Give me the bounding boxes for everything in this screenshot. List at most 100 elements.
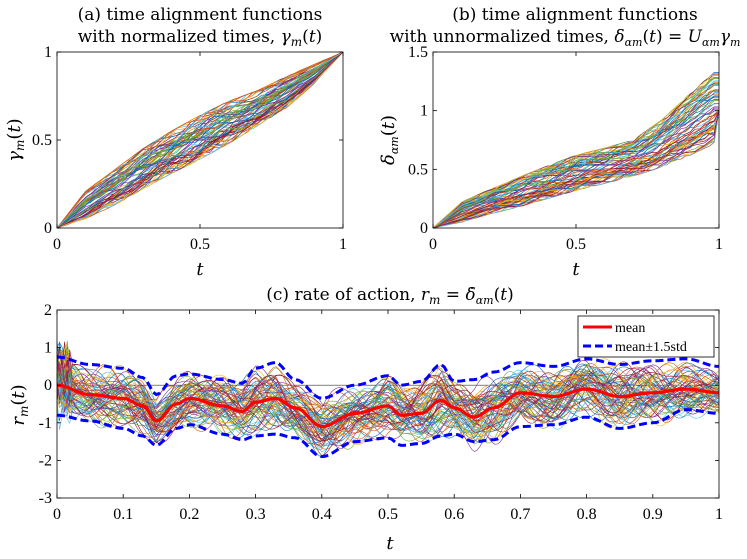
panel-b-series-line xyxy=(432,110,720,229)
panel-b-ytick-label: 0 xyxy=(420,220,428,237)
panel-b-series-line xyxy=(432,100,719,229)
panel-c: (c) rate of action, rm = δ̇αm(t) 0 0.1 0.2… xyxy=(8,285,723,554)
panel-b-series-line xyxy=(432,89,719,229)
panel-c-xtick-label: 0.9 xyxy=(643,506,663,523)
panel-b: (b) time alignment functions with unnorm… xyxy=(378,5,740,280)
panel-a-series-line xyxy=(56,51,344,229)
panel-a: (a) time alignment functions with normal… xyxy=(4,5,347,280)
panel-a-title-line1: (a) time alignment functions xyxy=(78,5,323,25)
panel-c-series-line xyxy=(56,373,720,444)
panel-a-series-lines xyxy=(56,51,344,229)
panel-b-ylabel: δαm(t) xyxy=(378,115,401,165)
panel-a-series-line xyxy=(56,51,344,229)
panel-b-title-line1: (b) time alignment functions xyxy=(452,5,698,25)
panel-c-series-line xyxy=(56,365,720,426)
panel-b-title-line2: with unnormalized times, δαm(t) = Uαmγm xyxy=(390,27,741,49)
panel-b-ytick-label: 0.5 xyxy=(408,161,428,178)
panel-a-series-line xyxy=(56,51,344,229)
panel-c-xtick-label: 0.4 xyxy=(312,506,332,523)
panel-c-stat-lines xyxy=(56,355,720,459)
panel-a-ytick-label: 1 xyxy=(44,44,52,61)
panel-b-series-line xyxy=(432,80,719,229)
panel-a-series-line xyxy=(56,51,344,229)
panel-c-xtick-label: 0.5 xyxy=(378,506,398,523)
panel-b-series-lines xyxy=(432,72,720,229)
panel-c-ytick-label: -3 xyxy=(39,490,52,507)
panel-a-series-line xyxy=(56,51,344,229)
panel-c-ytick-label: 2 xyxy=(44,302,52,319)
panel-a-series-line xyxy=(56,51,344,229)
panel-c-xtick-label: 1 xyxy=(715,506,723,523)
panel-c-xtick-label: 0.1 xyxy=(113,506,133,523)
panel-b-series-line xyxy=(432,110,720,229)
panel-b-series-line xyxy=(432,110,720,229)
panel-a-xtick-label: 1 xyxy=(339,236,347,253)
panel-a-xtick-label: 0 xyxy=(53,236,61,253)
panel-c-ticks: 0 0.1 0.2 0.3 0.4 0.5 0.6 0.7 0.8 0.9 1 -3 -2 -1 0 1 2 xyxy=(39,302,723,523)
panel-a-xlabel: t xyxy=(196,259,204,280)
panel-c-ytick-label: 1 xyxy=(44,340,52,357)
panel-a-series-line xyxy=(56,51,344,229)
panel-c-xtick-label: 0 xyxy=(53,506,61,523)
panel-a-series-line xyxy=(56,51,344,229)
panel-b-series-line xyxy=(432,84,719,229)
panel-c-ylabel: rm(t) xyxy=(8,384,31,425)
panel-b-xlabel: t xyxy=(572,259,580,280)
panel-a-series-line xyxy=(56,51,344,229)
panel-c-ytick-label: 0 xyxy=(44,377,52,394)
panel-c-series-line xyxy=(56,359,720,431)
panel-b-xtick-label: 1 xyxy=(715,236,723,253)
panel-c-xlabel: t xyxy=(386,533,394,554)
panel-b-xtick-label: 0.5 xyxy=(566,236,586,253)
panel-c-xtick-label: 0.6 xyxy=(444,506,464,523)
panel-a-series-line xyxy=(56,51,344,229)
panel-b-ytick-label: 1 xyxy=(420,103,428,120)
legend-box xyxy=(577,315,715,358)
panel-c-title: (c) rate of action, rm = δ̇αm(t) xyxy=(266,285,513,307)
panel-c-ytick-label: -2 xyxy=(39,452,52,469)
panel-c-mean-line xyxy=(56,383,720,429)
panel-a-series-line xyxy=(56,51,344,229)
panel-c-std-lower-line xyxy=(56,408,720,459)
panel-a-series-line xyxy=(56,51,344,229)
panel-a-series-line xyxy=(56,51,344,229)
panel-a-series-line xyxy=(56,51,344,229)
panel-c-xtick-label: 0.2 xyxy=(179,506,199,523)
panel-a-series-line xyxy=(56,51,344,229)
legend-mean-label: mean xyxy=(615,321,645,336)
panel-c-series-line xyxy=(56,367,720,438)
panel-a-ylabel: γm(t) xyxy=(4,118,27,161)
panel-b-series-line xyxy=(432,110,720,229)
panel-c-series-line xyxy=(56,367,720,442)
panel-b-series-line xyxy=(432,103,719,229)
panel-c-series-line xyxy=(56,360,720,451)
panel-b-series-line xyxy=(432,106,719,229)
panel-b-series-line xyxy=(432,110,720,229)
panel-b-series-line xyxy=(432,110,720,229)
panel-b-series-line xyxy=(432,110,720,229)
legend-std-label: mean±1.5std xyxy=(615,340,687,355)
panel-b-ticks: 0 0.5 1 0 0.5 1 1.5 xyxy=(408,44,723,253)
panel-a-ticks: 0 0.5 1 0 0.5 1 xyxy=(32,44,347,253)
panel-a-title-line2: with normalized times, γm(t) xyxy=(78,27,323,49)
panel-a-ytick-label: 0.5 xyxy=(32,132,52,149)
panel-b-series-line xyxy=(432,74,719,229)
panel-c-ytick-label: -1 xyxy=(39,415,52,432)
panel-c-legend: mean mean±1.5std xyxy=(577,315,715,358)
panel-c-series-lines xyxy=(56,340,720,458)
panel-b-series-line xyxy=(432,110,720,229)
panel-a-ytick-label: 0 xyxy=(44,220,52,237)
panel-a-series-line xyxy=(56,51,344,229)
panel-c-series-line xyxy=(56,369,720,436)
panel-c-xtick-label: 0.3 xyxy=(246,506,266,523)
panel-c-series-line xyxy=(56,359,720,442)
panel-b-ytick-label: 1.5 xyxy=(408,44,428,61)
panel-b-series-line xyxy=(432,89,719,229)
panel-c-series-line xyxy=(56,340,720,439)
panel-c-series-line xyxy=(56,365,720,440)
panel-a-series-line xyxy=(56,51,344,229)
panel-c-xtick-label: 0.8 xyxy=(577,506,597,523)
panel-b-xtick-label: 0 xyxy=(429,236,437,253)
panel-c-std-upper-line xyxy=(56,355,720,400)
